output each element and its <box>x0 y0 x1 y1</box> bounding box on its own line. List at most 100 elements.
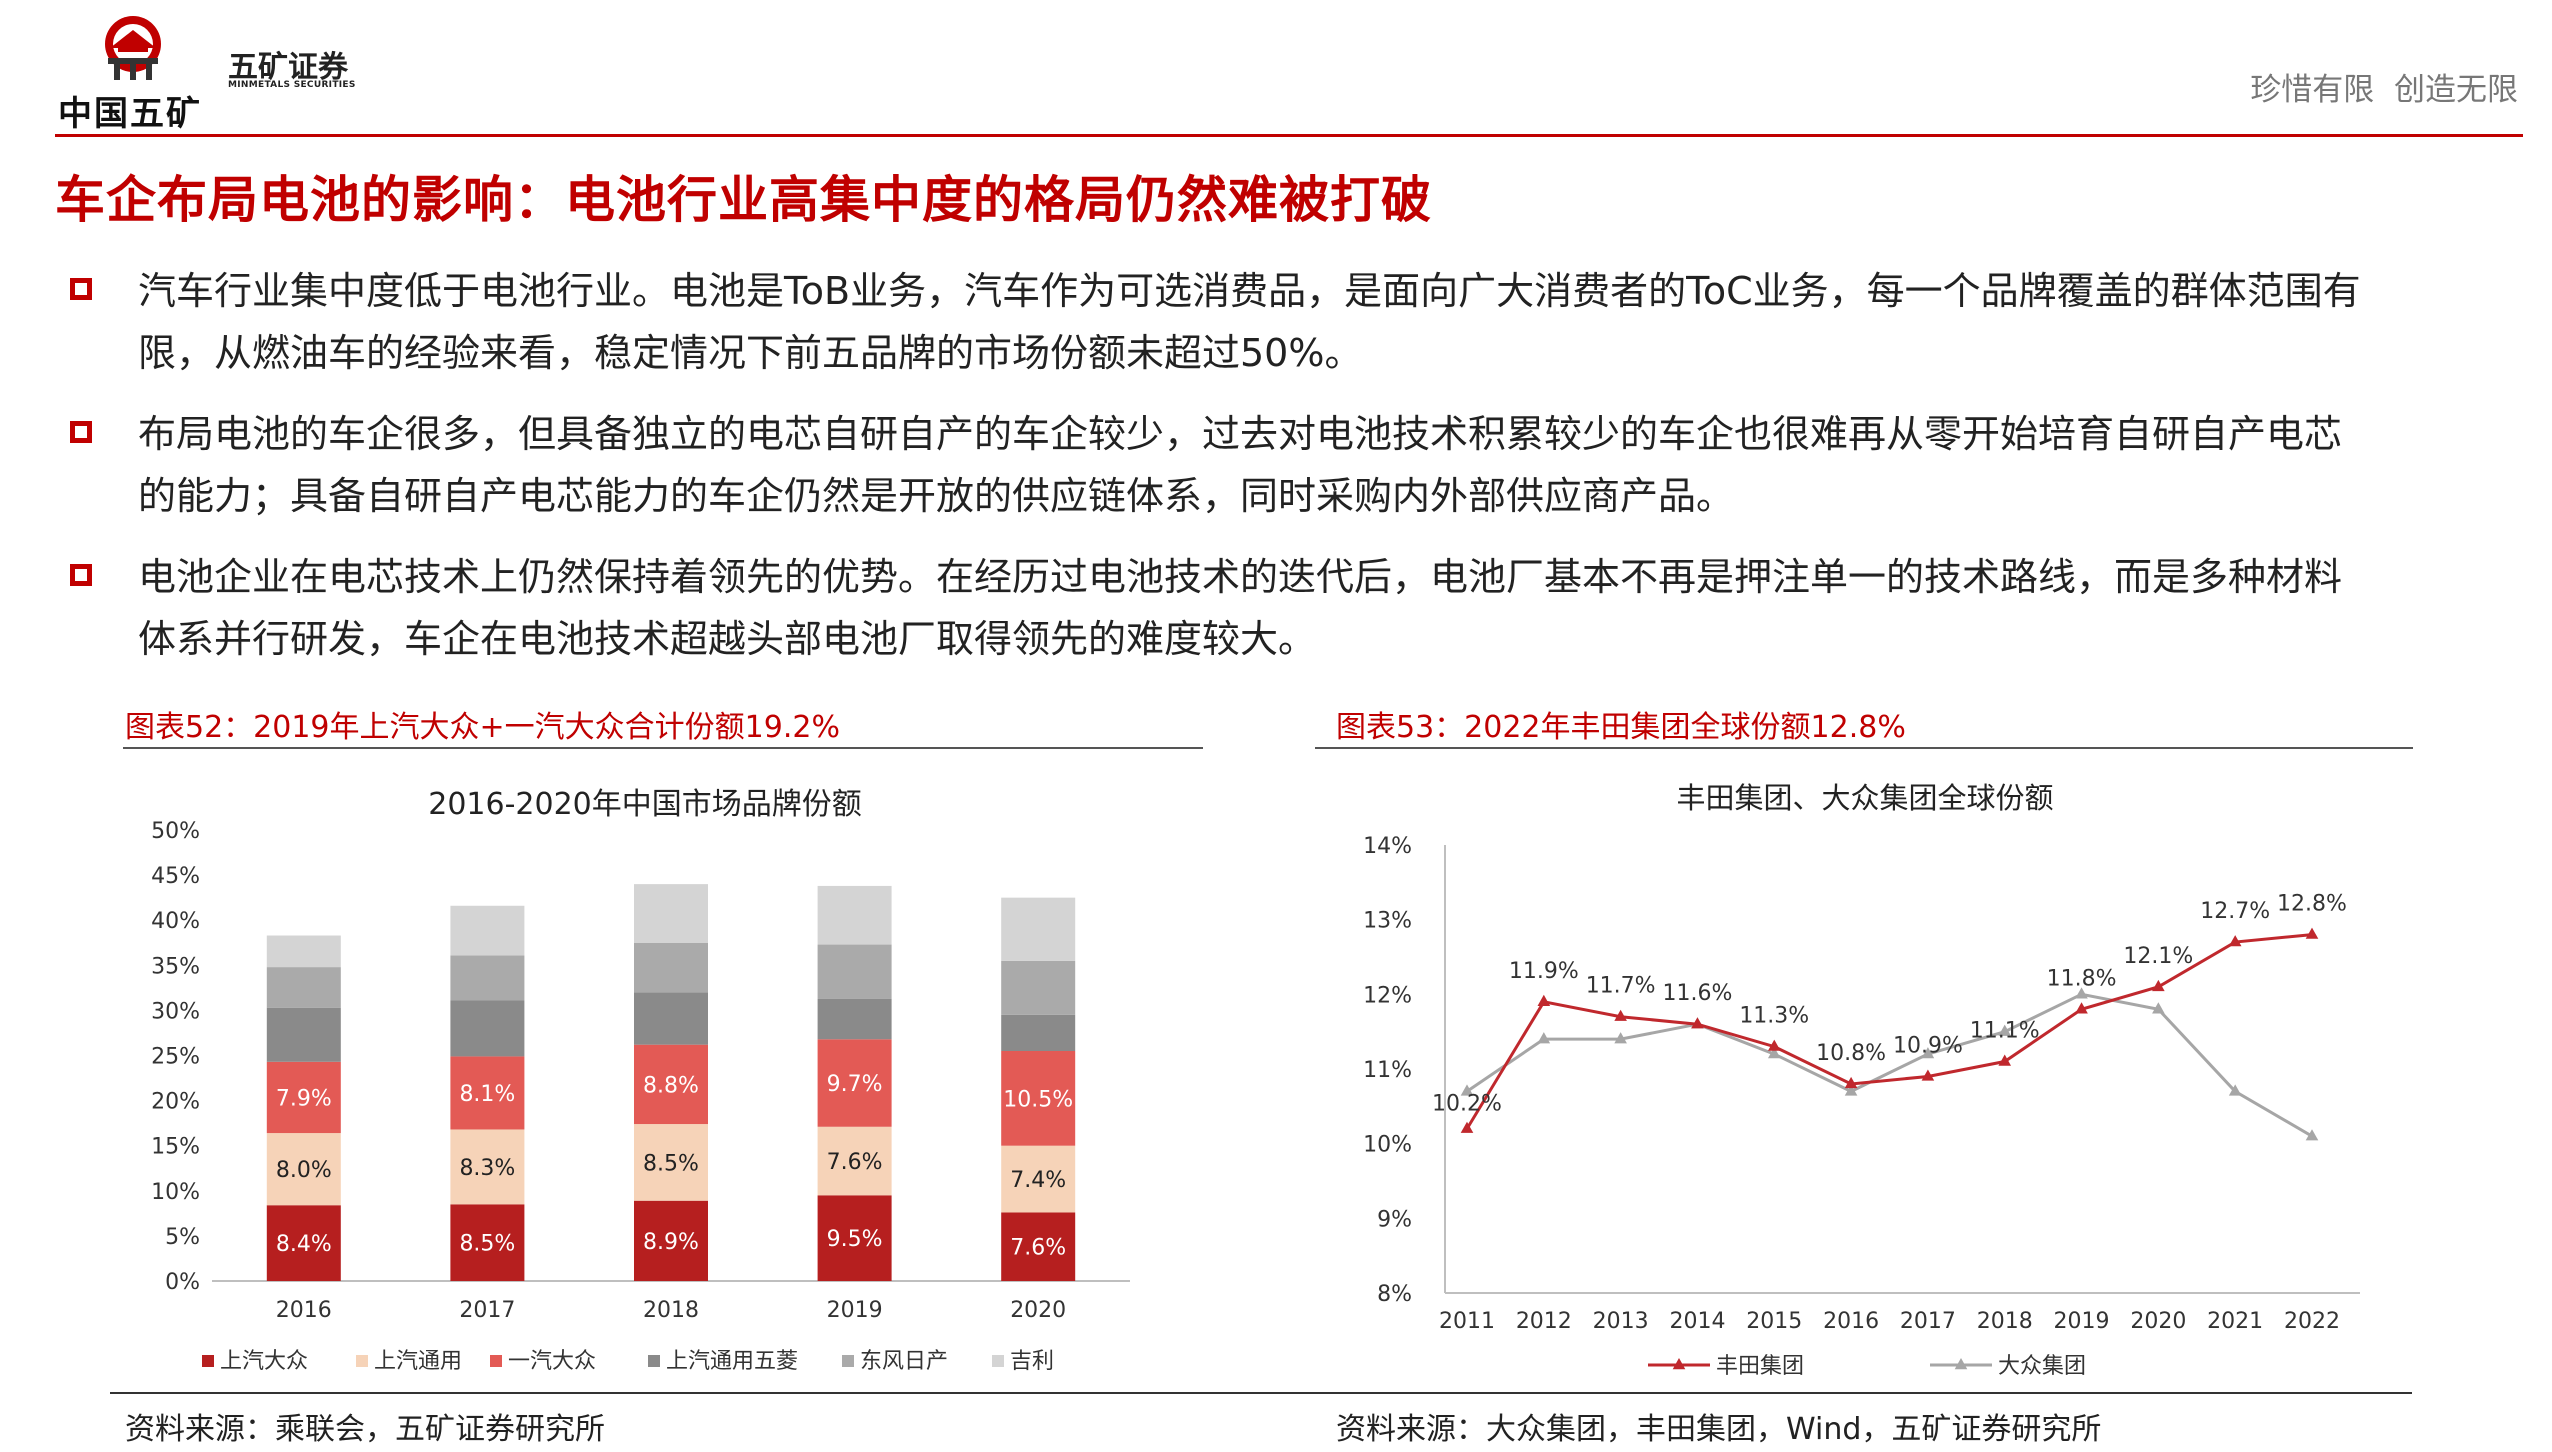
brand-name: 五矿证券 <box>228 50 348 85</box>
line-point-marker <box>1998 1054 2012 1066</box>
bar-segment <box>634 942 708 993</box>
bullet-2-line-2: 的能力；具备自研自产电芯能力的车企仍然是开放的供应链体系，同时采购内外部供应商产… <box>138 474 1735 518</box>
bar-segment <box>634 992 708 1045</box>
line-x-tick-label: 2013 <box>1593 1309 1649 1334</box>
vw-series-line <box>1466 992 2313 1138</box>
bar-y-tick-label: 40% <box>151 909 200 934</box>
line-point-marker <box>1767 1047 1781 1059</box>
bar-y-tick-label: 10% <box>151 1180 200 1205</box>
line-y-tick-label: 14% <box>1363 834 1412 859</box>
bar-segment <box>266 1133 341 1206</box>
bar-segment <box>817 885 892 945</box>
line-x-tick-label: 2012 <box>1516 1309 1572 1334</box>
bar-data-label: 7.9% <box>276 1086 332 1111</box>
bar-x-tick-label: 2016 <box>276 1298 332 1323</box>
line-chart: 丰田集团、大众集团全球份额 8% 9% 10% 11% 12% 13% 14% 10.2% 1… <box>1363 781 2360 1379</box>
line-point-marker <box>1998 1024 2012 1036</box>
bar-segment <box>817 998 892 1040</box>
bar-x-tick-label: 2019 <box>827 1298 883 1323</box>
line-data-label: 12.1% <box>2123 944 2193 969</box>
page-title: 车企布局电池的影响：电池行业高集中度的格局仍然难被打破 <box>55 171 1432 229</box>
bullet-2-line-1: 布局电池的车企很多，但具备独立的电芯自研自产的车企较少，过去对电池技术积累较少的… <box>138 412 2343 456</box>
bullet-2: 布局电池的车企很多，但具备独立的电芯自研自产的车企较少，过去对电池技术积累较少的… <box>138 403 2538 527</box>
line-x-tick-label: 2016 <box>1823 1309 1879 1334</box>
line-data-label: 10.8% <box>1816 1041 1886 1066</box>
bar-data-label: 8.3% <box>459 1156 515 1181</box>
line-point-marker <box>2152 1002 2165 1014</box>
bar-segment <box>450 1204 525 1281</box>
legend-label: 吉利 <box>1010 1349 1054 1374</box>
bar-segment <box>1001 1050 1076 1146</box>
right-chart-caption: 图表53：2022年丰田集团全球份额12.8% <box>1336 710 1906 745</box>
line-x-tick-label: 2011 <box>1439 1309 1495 1334</box>
brand-english-name: MINMETALS SECURITIES <box>228 80 356 90</box>
bar-segment <box>634 1044 708 1125</box>
line-x-tick-label: 2021 <box>2207 1309 2263 1334</box>
bar-x-tick-label: 2017 <box>459 1298 515 1323</box>
line-y-tick-label: 9% <box>1377 1207 1412 1232</box>
bullet-3: 电池企业在电芯技术上仍然保持着领先的优势。在经历过电池技术的迭代后，电池厂基本不… <box>138 546 2538 670</box>
bar-segment <box>817 1195 892 1281</box>
bullet-3-line-2: 体系并行研发，车企在电池技术超越头部电池厂取得领先的难度较大。 <box>138 617 1317 661</box>
header-divider <box>55 134 2523 137</box>
bar-data-label: 7.4% <box>1010 1168 1066 1193</box>
legend-label: 一汽大众 <box>508 1349 596 1374</box>
line-x-tick-label: 2014 <box>1669 1309 1725 1334</box>
bar-segment <box>817 944 892 999</box>
bar-data-label: 8.8% <box>643 1073 699 1098</box>
bar-data-label: 8.5% <box>459 1232 515 1257</box>
bar-x-tick-label: 2020 <box>1010 1298 1066 1323</box>
line-data-label: 12.7% <box>2200 899 2270 924</box>
bar-segment <box>1001 1145 1076 1213</box>
bar-segment <box>817 1039 892 1127</box>
bar-segment <box>1001 960 1076 1015</box>
line-point-marker <box>1691 1017 1704 1029</box>
stacked-bar-chart: 2016-2020年中国市场品牌份额 0% 5% 10% 15% 20% 25% 30% 35… <box>151 787 1130 1374</box>
right-caption-rule <box>1315 747 2413 749</box>
bar-data-label: 8.0% <box>276 1158 332 1183</box>
bar-segment <box>634 884 708 943</box>
line-point-marker <box>1614 1032 1627 1044</box>
line-point-marker <box>1537 994 1551 1006</box>
bullet-square-icon <box>70 421 92 443</box>
left-source-note: 资料来源：乘联会，五矿证券研究所 <box>125 1412 605 1447</box>
bullet-3-line-1: 电池企业在电芯技术上仍然保持着领先的优势。在经历过电池技术的迭代后，电池厂基本不… <box>138 555 2343 599</box>
bar-segment <box>1001 897 1076 961</box>
legend-marker-icon <box>1954 1358 1968 1370</box>
line-point-marker <box>2228 935 2242 947</box>
legend-marker-icon <box>1672 1358 1686 1370</box>
bar-data-label: 8.1% <box>459 1082 515 1107</box>
line-point-marker <box>1614 1009 1627 1021</box>
line-x-tick-label: 2022 <box>2284 1309 2340 1334</box>
bar-segment <box>266 967 341 1008</box>
bullet-1-line-1: 汽车行业集中度低于电池行业。电池是ToB业务，汽车作为可选消费品，是面向广大消费… <box>138 269 2361 313</box>
bar-segment <box>634 1200 708 1281</box>
bar-segment <box>266 1061 341 1134</box>
bar-segment <box>450 1000 525 1057</box>
legend-swatch <box>356 1355 368 1367</box>
legend-label: 上汽大众 <box>220 1349 308 1374</box>
line-data-label: 11.3% <box>1739 1004 1809 1029</box>
line-y-tick-label: 10% <box>1363 1133 1412 1158</box>
bar-y-tick-label: 45% <box>151 864 200 889</box>
line-point-marker <box>1460 1121 1474 1133</box>
bar-chart-title: 2016-2020年中国市场品牌份额 <box>428 787 862 822</box>
bullet-square-icon <box>70 564 92 586</box>
bar-data-label: 7.6% <box>827 1150 883 1175</box>
bar-y-tick-label: 15% <box>151 1135 200 1160</box>
line-data-label: 12.8% <box>2277 892 2347 917</box>
bar-segment <box>266 1205 341 1281</box>
left-chart-caption: 图表52：2019年上汽大众+一汽大众合计份额19.2% <box>125 710 840 745</box>
line-data-label: 11.9% <box>1509 959 1579 984</box>
bar-segment <box>450 1056 525 1130</box>
line-data-label: 11.8% <box>2047 966 2117 991</box>
line-point-marker <box>2152 979 2165 992</box>
line-point-marker <box>2228 1084 2242 1096</box>
bar-y-tick-label: 20% <box>151 1090 200 1115</box>
line-y-tick-label: 12% <box>1363 983 1412 1008</box>
bullet-1-line-2: 限，从燃油车的经验来看，稳定情况下前五品牌的市场份额未超过50%。 <box>138 331 1363 375</box>
line-point-marker <box>1921 1069 1935 1081</box>
legend-swatch <box>648 1355 660 1367</box>
bar-data-label: 8.9% <box>643 1230 699 1255</box>
legend-swatch <box>490 1355 502 1367</box>
